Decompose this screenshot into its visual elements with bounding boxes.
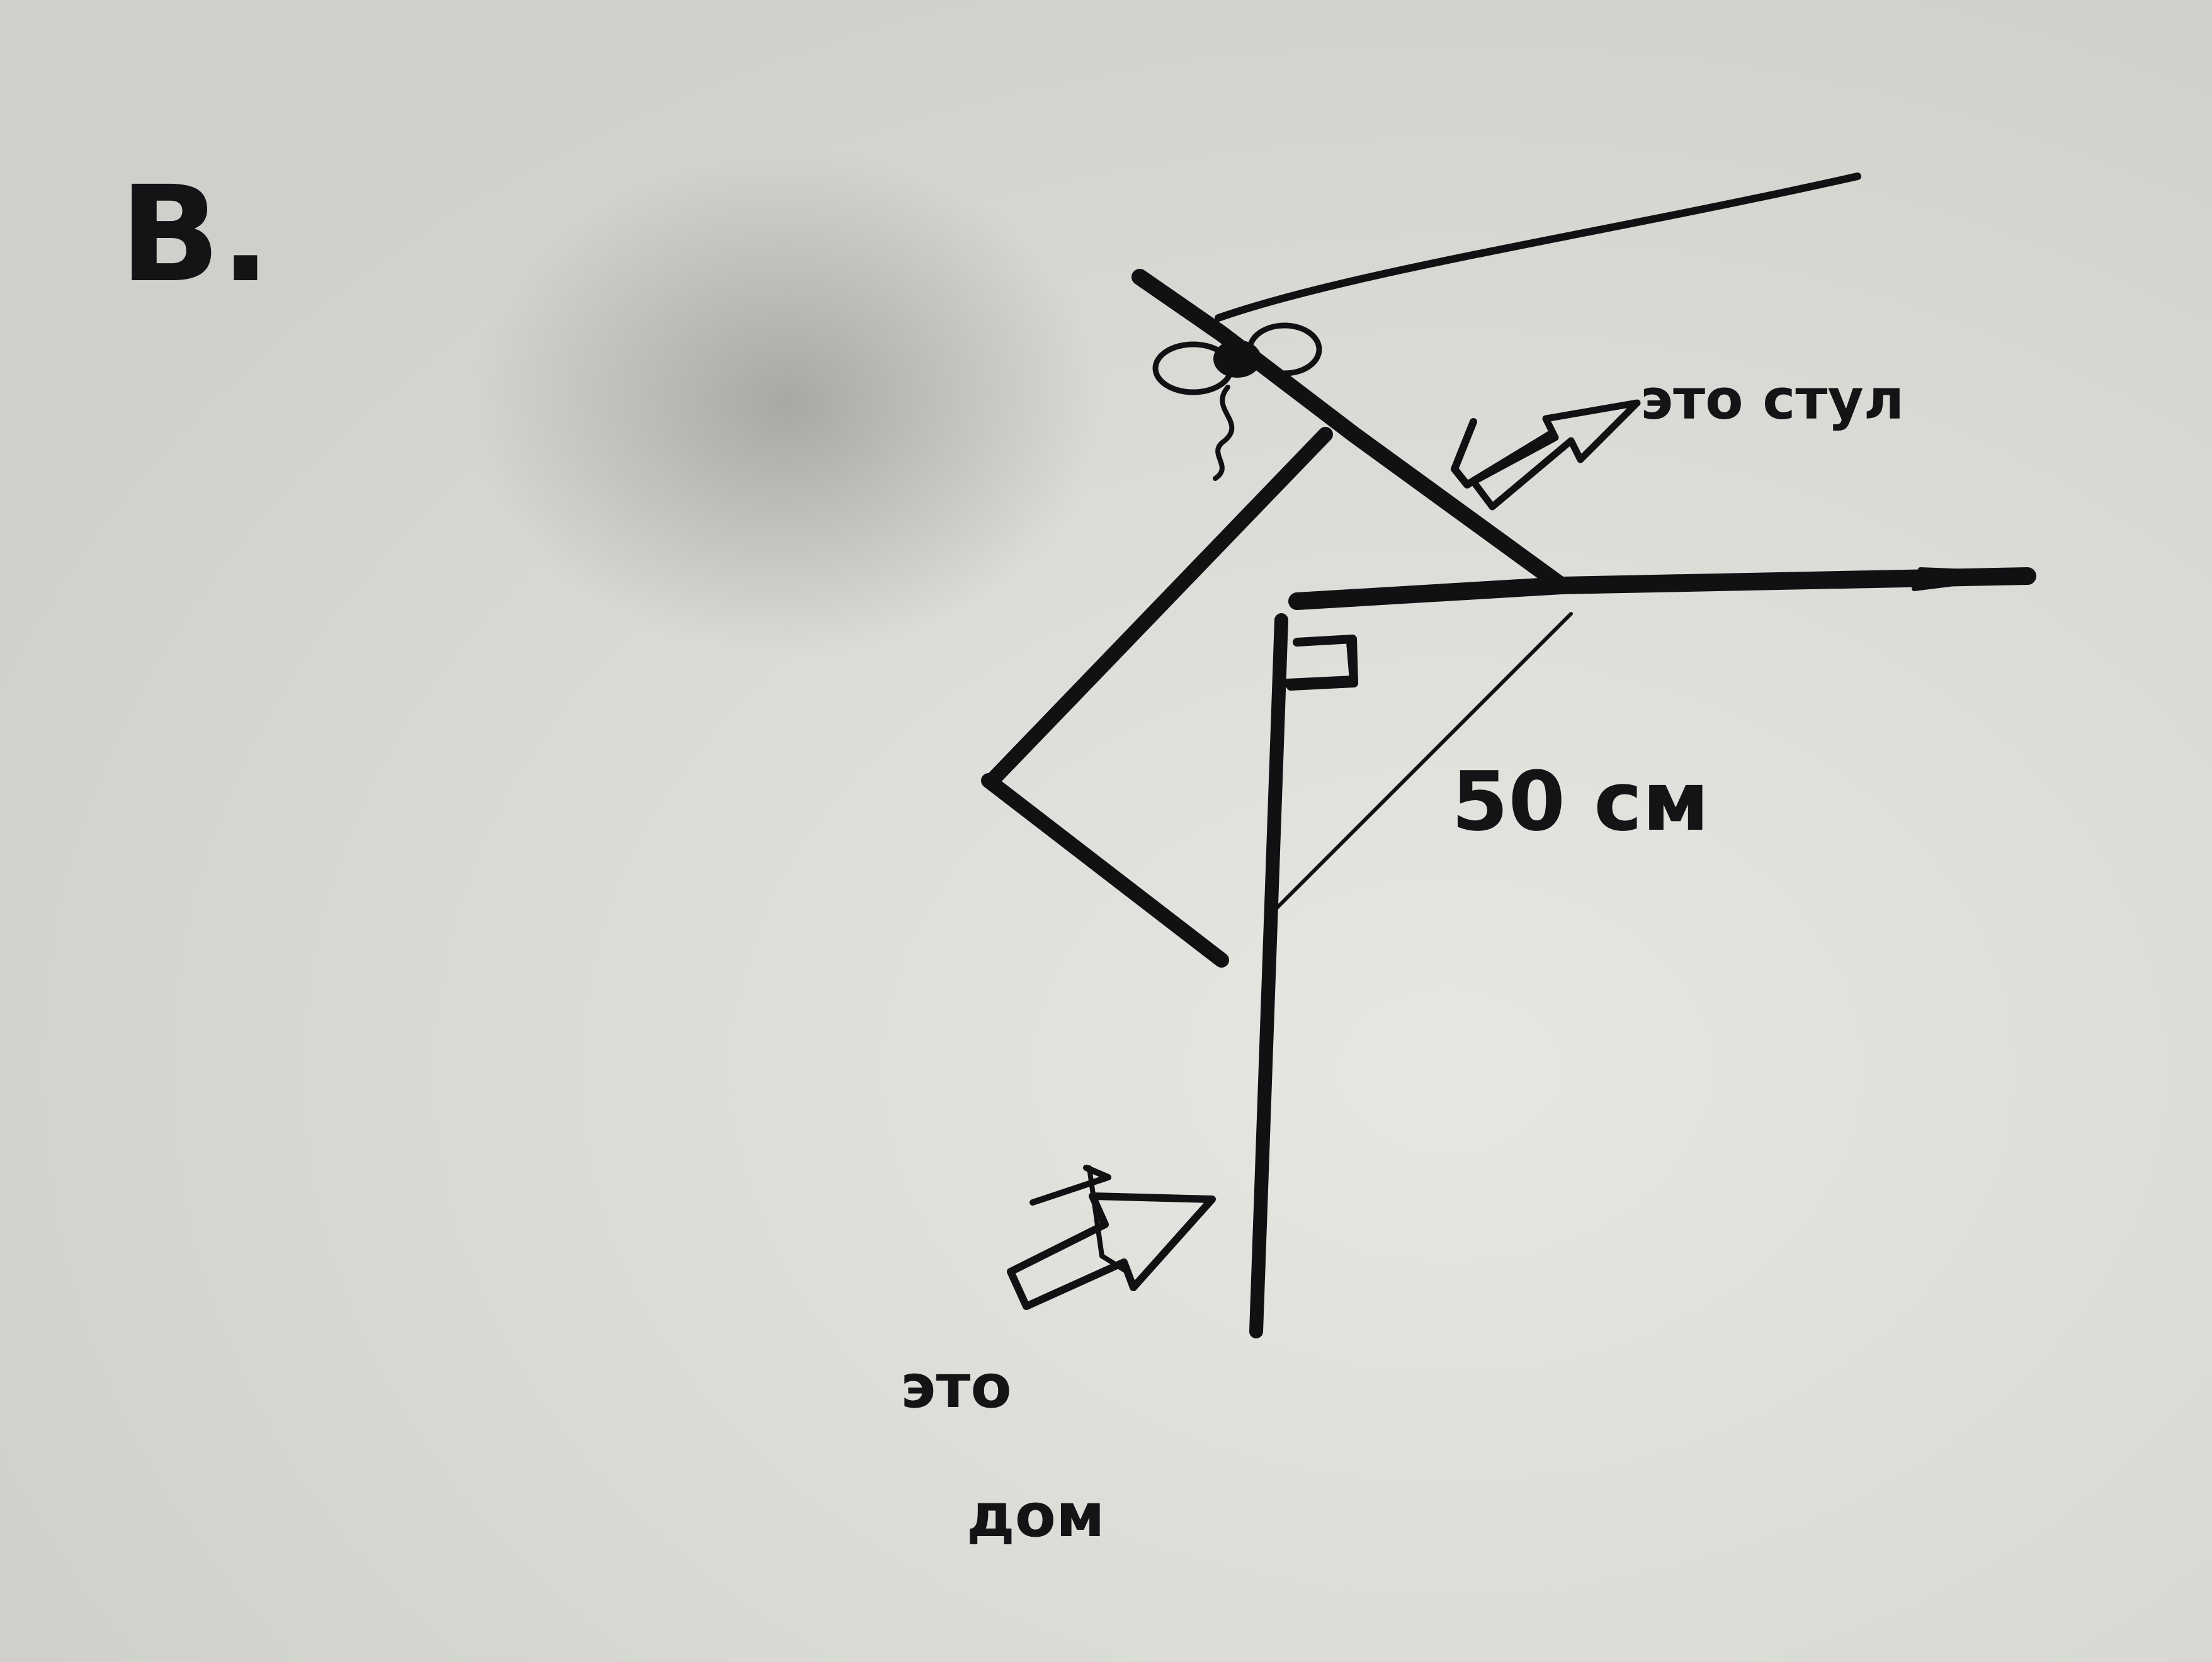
house-label-line1: это	[900, 1352, 1012, 1422]
chair-label: это стул	[1640, 367, 1904, 432]
right-angle-marker-a	[1283, 638, 1358, 687]
dimension-line	[1267, 612, 1573, 918]
horizontal-line	[1288, 567, 2036, 610]
right-angle-marker	[1286, 635, 1358, 691]
dimension-label: 50 см	[1451, 754, 1710, 849]
horizontal-line-tip	[1912, 567, 2033, 591]
chair-arrow	[1451, 399, 1641, 511]
vertical-line	[1249, 613, 1288, 1338]
figure-letter: B.	[120, 157, 271, 312]
chair-diagonal	[1132, 269, 1570, 594]
house-label-line2: дом	[967, 1481, 1105, 1551]
top-right-line	[1215, 172, 1861, 322]
square-lower-left-edge	[981, 773, 1229, 968]
square-upper-left-edge	[987, 427, 1333, 785]
house-arrow	[1007, 1165, 1216, 1310]
